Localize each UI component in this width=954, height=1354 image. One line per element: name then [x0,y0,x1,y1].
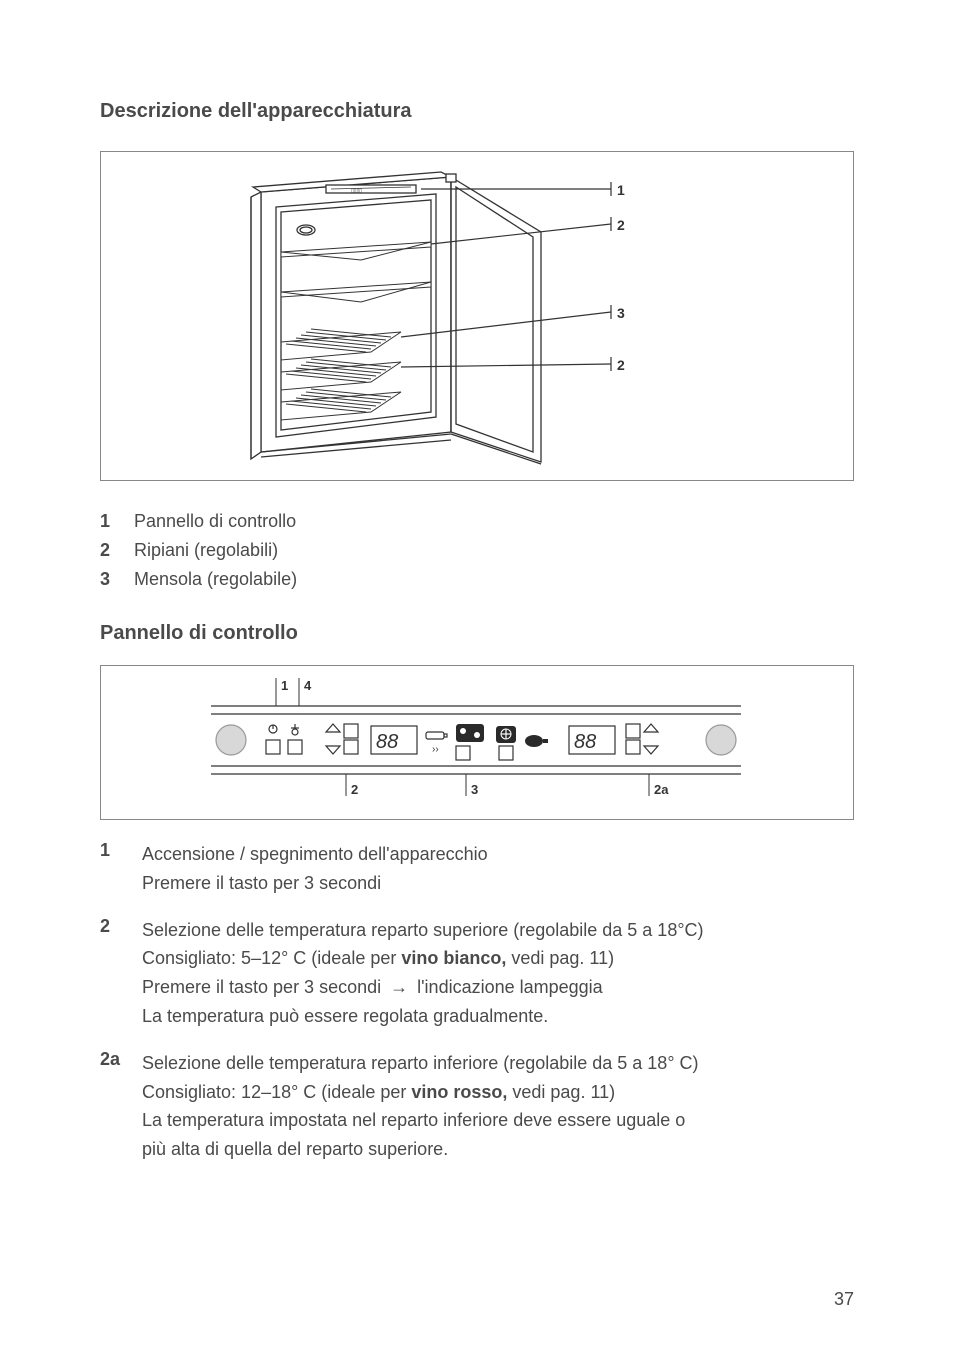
description-num: 2 [100,916,142,1031]
fig1-label-3: 3 [617,305,625,321]
fig1-label-2: 2 [617,217,625,233]
fig1-label-1: 1 [617,182,625,198]
fig2-label-1: 1 [281,678,288,693]
page-number: 37 [834,1289,854,1310]
legend-num: 1 [100,511,134,532]
svg-text:▯▯▯▯: ▯▯▯▯ [351,188,362,194]
legend-row: 3 Mensola (regolabile) [100,569,854,590]
description-text: Selezione delle temperatura reparto supe… [142,916,704,1031]
svg-text:88: 88 [376,731,398,753]
legend-num: 2 [100,540,134,561]
fig2-label-3: 3 [471,782,478,797]
fig1-label-2b: 2 [617,357,625,373]
control-panel-figure: 88 ›› [100,665,854,820]
legend-text: Pannello di controllo [134,511,296,532]
description-text: Accensione / spegnimento dell'apparecchi… [142,840,488,898]
svg-text:88: 88 [574,731,596,753]
legend-row: 2 Ripiani (regolabili) [100,540,854,561]
heading-control-panel: Pannello di controllo [100,622,854,645]
description-num: 2a [100,1049,142,1164]
svg-text:››: ›› [432,744,439,755]
appliance-diagram-figure: ▯▯▯▯ [100,151,854,481]
legend-num: 3 [100,569,134,590]
fig2-label-2: 2 [351,782,358,797]
description-num: 1 [100,840,142,898]
fig2-label-2a: 2a [654,782,669,797]
description-row: 2a Selezione delle temperatura reparto i… [100,1049,854,1164]
legend-text: Mensola (regolabile) [134,569,297,590]
heading-description: Descrizione dell'apparecchiatura [100,100,854,123]
description-text: Selezione delle temperatura reparto infe… [142,1049,699,1164]
legend-figure1: 1 Pannello di controllo 2 Ripiani (regol… [100,511,854,590]
legend-text: Ripiani (regolabili) [134,540,278,561]
description-row: 2 Selezione delle temperatura reparto su… [100,916,854,1031]
legend-row: 1 Pannello di controllo [100,511,854,532]
fig2-label-4: 4 [304,678,312,693]
description-row: 1 Accensione / spegnimento dell'apparecc… [100,840,854,898]
